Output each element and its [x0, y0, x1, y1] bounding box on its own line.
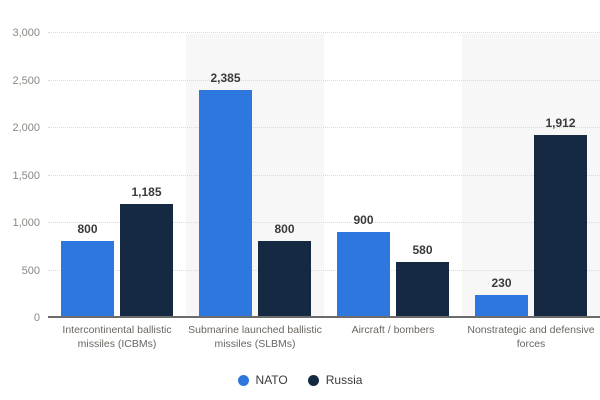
legend-dot-icon: [237, 374, 249, 386]
bar-russia-3[interactable]: [534, 135, 587, 317]
bar-russia-2[interactable]: [396, 261, 449, 317]
bar-value-label: 800: [77, 222, 98, 236]
bar-value-label: 1,912: [545, 116, 576, 131]
category-label: Aircraft / bombers: [351, 324, 435, 336]
y-axis: 0 500 1,000 1,500 2,000 2,500 3,000: [0, 27, 44, 324]
bar-russia-0[interactable]: [120, 204, 173, 317]
plot-area: 800 2,385 900 230 1,185 800 580 1,912: [48, 28, 600, 318]
x-axis-labels: Intercontinental ballistic missiles (ICB…: [48, 323, 600, 359]
legend-item-russia[interactable]: Russia: [307, 373, 363, 387]
legend-label: NATO: [255, 373, 288, 387]
legend-dot-icon: [307, 374, 319, 386]
bar-value-label: 2,385: [210, 71, 241, 86]
category-label: Intercontinental ballistic missiles (ICB…: [62, 324, 172, 351]
bar-value-label: 900: [353, 212, 374, 227]
legend-label: Russia: [325, 373, 363, 387]
gridline: [48, 127, 600, 128]
category-label: Nonstrategic and defensive forces: [467, 324, 595, 351]
y-tick-label: 500: [21, 264, 40, 277]
gridline: [48, 269, 600, 271]
bar-nato-0[interactable]: [61, 241, 114, 317]
y-tick-label: 1,000: [12, 217, 40, 229]
legend: NATO Russia: [0, 373, 600, 387]
bar-nato-1[interactable]: [199, 90, 252, 317]
x-axis-line: [48, 316, 600, 318]
y-tick-label: 1,500: [12, 169, 40, 182]
y-tick-label: 0: [33, 312, 40, 324]
gridline: [48, 222, 600, 223]
legend-item-nato[interactable]: NATO: [237, 373, 288, 387]
bar-value-label: 800: [274, 222, 295, 236]
bar-nato-2[interactable]: [337, 231, 390, 317]
bar-nato-3[interactable]: [475, 295, 528, 317]
y-tick-label: 3,000: [12, 27, 40, 39]
gridline: [48, 32, 600, 33]
bar-value-label: 580: [412, 242, 433, 257]
bar-value-label: 230: [491, 276, 512, 291]
category-label: Submarine launched ballistic missiles (S…: [188, 324, 322, 351]
y-tick-label: 2,500: [12, 74, 40, 87]
gridline: [48, 174, 600, 176]
bar-russia-1[interactable]: [258, 241, 311, 317]
y-tick-label: 2,000: [12, 122, 40, 134]
bar-value-label: 1,185: [131, 185, 162, 200]
gridline: [48, 79, 600, 81]
